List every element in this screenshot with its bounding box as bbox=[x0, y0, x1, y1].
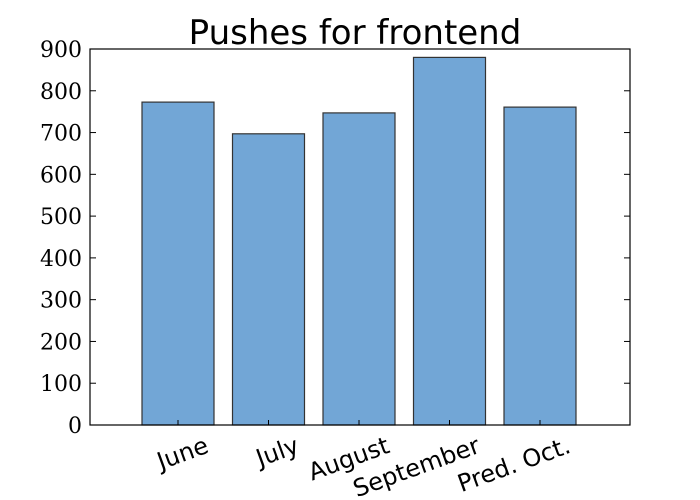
y-tick-label: 500 bbox=[40, 205, 82, 230]
y-tick-label: 200 bbox=[40, 330, 82, 355]
bar-pred-oct bbox=[503, 106, 577, 426]
chart-title: Pushes for frontend bbox=[189, 13, 522, 53]
y-tick-label: 0 bbox=[68, 414, 82, 439]
y-tick-label: 900 bbox=[40, 38, 82, 63]
plot-frame bbox=[89, 48, 631, 426]
y-axis: 0 100 200 300 400 500 600 700 800 900 bbox=[40, 38, 630, 439]
y-tick-label: 300 bbox=[40, 289, 82, 314]
bars-layer bbox=[141, 56, 577, 426]
bar-july bbox=[231, 133, 306, 426]
y-tick-label: 600 bbox=[40, 163, 82, 188]
y-tick-label: 800 bbox=[40, 80, 82, 105]
bar-june bbox=[141, 101, 215, 426]
bar-august bbox=[322, 112, 396, 426]
x-tick-label: June bbox=[151, 431, 212, 476]
bar-september bbox=[412, 56, 487, 426]
y-tick-label: 400 bbox=[40, 247, 82, 272]
x-tick-label: July bbox=[251, 431, 303, 473]
y-tick-label: 700 bbox=[40, 122, 82, 147]
y-tick-label: 100 bbox=[40, 372, 82, 397]
